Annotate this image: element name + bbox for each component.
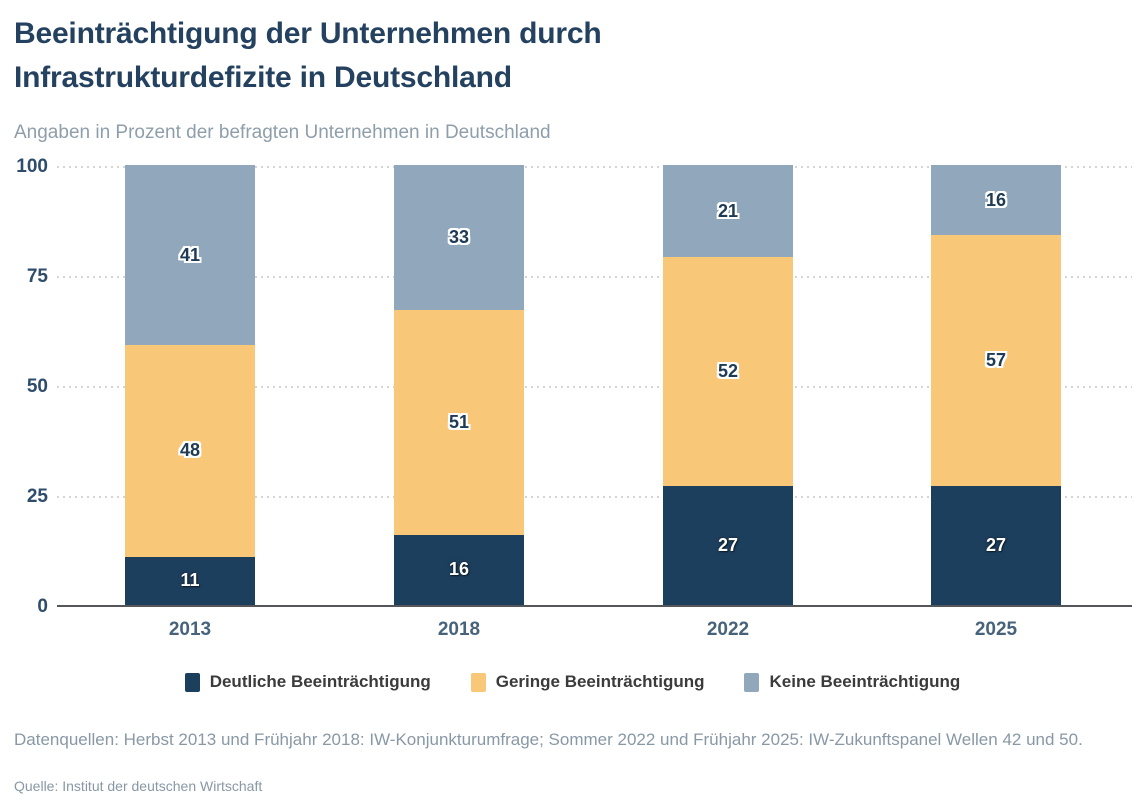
data-sources-note: Datenquellen: Herbst 2013 und Frühjahr 2… bbox=[14, 730, 1083, 749]
legend-label: Keine Beeinträchtigung bbox=[769, 672, 961, 691]
y-tick-75: 75 bbox=[26, 266, 48, 287]
bar-2022: 21 52 27 bbox=[663, 165, 793, 605]
segment-2013-series1: 48 bbox=[125, 345, 255, 557]
y-axis-labels: 0 25 50 75 100 bbox=[0, 156, 48, 617]
segment-2022-series2: 21 bbox=[663, 165, 793, 258]
x-tick-2025: 2025 bbox=[974, 619, 1018, 640]
legend-item-keine: Keine Beeinträchtigung bbox=[744, 672, 960, 692]
bar-2025: 16 57 27 bbox=[931, 165, 1061, 605]
legend: Deutliche Beeinträchtigung Geringe Beein… bbox=[0, 672, 1145, 692]
segment-2013-series0: 11 bbox=[125, 556, 255, 605]
value-label: 16 bbox=[985, 189, 1007, 210]
legend-item-deutliche: Deutliche Beeinträchtigung bbox=[184, 672, 431, 692]
value-label: 52 bbox=[717, 361, 739, 382]
value-label: 16 bbox=[448, 559, 470, 580]
value-label: 33 bbox=[448, 227, 470, 248]
x-tick-2022: 2022 bbox=[706, 619, 750, 640]
y-tick-50: 50 bbox=[26, 376, 48, 397]
bar-2018: 33 51 16 bbox=[394, 165, 524, 605]
segment-2025-series2: 16 bbox=[931, 165, 1061, 236]
legend-label: Geringe Beeinträchtigung bbox=[495, 672, 705, 691]
gridline-50 bbox=[57, 386, 1132, 388]
chart-title: Beeinträchtigung der Unternehmen durch I… bbox=[14, 17, 602, 94]
segment-2018-series1: 51 bbox=[394, 310, 524, 535]
segment-2018-series0: 16 bbox=[394, 534, 524, 605]
value-label: 27 bbox=[717, 535, 739, 556]
legend-swatch-deutliche bbox=[184, 672, 200, 692]
segment-2025-series0: 27 bbox=[931, 486, 1061, 605]
x-tick-2018: 2018 bbox=[437, 619, 481, 640]
stacked-bar-chart: 0 25 50 75 100 41 48 11 33 51 16 21 52 27 16 57 27 2013… bbox=[0, 156, 1145, 667]
segment-2022-series0: 27 bbox=[663, 486, 793, 605]
value-label: 21 bbox=[717, 200, 739, 221]
plot-area: 41 48 11 33 51 16 21 52 27 16 57 27 bbox=[57, 165, 1132, 607]
source-note: Quelle: Institut der deutschen Wirtschaf… bbox=[14, 778, 263, 794]
gridline-25 bbox=[57, 496, 1132, 498]
y-tick-0: 0 bbox=[37, 596, 48, 617]
gridline-75 bbox=[57, 276, 1132, 278]
x-tick-2013: 2013 bbox=[168, 619, 212, 640]
value-label: 11 bbox=[180, 570, 200, 591]
legend-swatch-keine bbox=[744, 672, 760, 692]
segment-2025-series1: 57 bbox=[931, 235, 1061, 487]
legend-label: Deutliche Beeinträchtigung bbox=[209, 672, 431, 691]
segment-2018-series2: 33 bbox=[394, 165, 524, 311]
legend-swatch-geringe bbox=[470, 672, 486, 692]
y-tick-25: 25 bbox=[26, 486, 48, 507]
value-label: 27 bbox=[985, 535, 1007, 556]
segment-2013-series2: 41 bbox=[125, 165, 255, 346]
gridline-100 bbox=[57, 166, 1132, 168]
chart-subtitle: Angaben in Prozent der befragten Unterne… bbox=[14, 122, 551, 143]
bar-2013: 41 48 11 bbox=[125, 165, 255, 605]
y-tick-100: 100 bbox=[16, 156, 48, 177]
value-label: 57 bbox=[985, 350, 1007, 371]
segment-2022-series1: 52 bbox=[663, 257, 793, 487]
value-label: 51 bbox=[448, 411, 470, 432]
value-label: 41 bbox=[179, 244, 201, 265]
value-label: 48 bbox=[179, 440, 201, 461]
legend-item-geringe: Geringe Beeinträchtigung bbox=[470, 672, 705, 692]
